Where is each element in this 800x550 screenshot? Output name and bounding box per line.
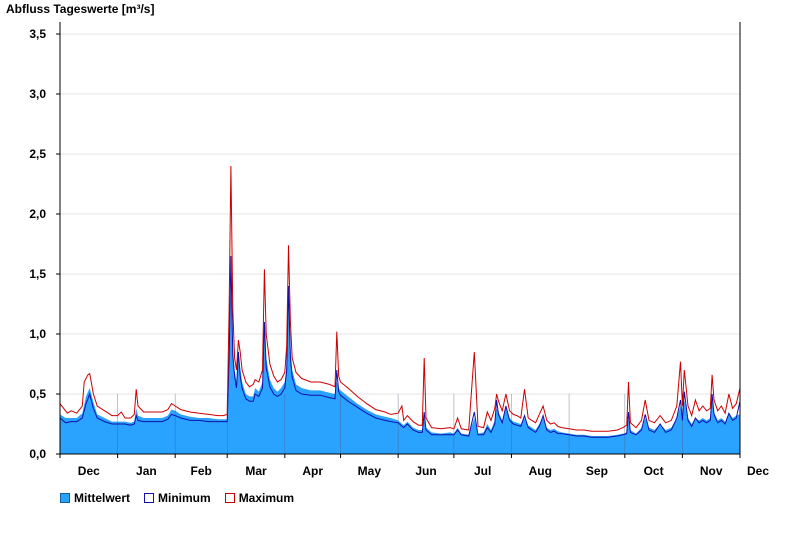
y-tick-labels: 0,0 0,5 1,0 1,5 2,0 2,5 3,0 3,5 [29, 27, 46, 461]
x-tick-label: May [358, 464, 382, 478]
legend-item-minimum: Minimum [144, 491, 211, 505]
y-tick-label: 3,0 [29, 87, 46, 101]
y-tick-label: 0,5 [29, 387, 46, 401]
legend-item-mittelwert: Mittelwert [60, 491, 130, 505]
legend-swatch [224, 493, 235, 503]
x-tick-label: Jan [136, 464, 157, 478]
x-tick-label: Dec [747, 464, 769, 478]
x-tick-label: Oct [644, 464, 664, 478]
y-tick-label: 2,5 [29, 147, 46, 161]
legend-label: Minimum [158, 491, 211, 505]
x-tick-label: Mar [245, 464, 267, 478]
x-tick-label: Feb [191, 464, 212, 478]
legend-swatch [144, 493, 155, 503]
legend-label: Mittelwert [74, 491, 131, 505]
gridlines [60, 33, 740, 395]
legend: Mittelwert Minimum Maximum [60, 491, 294, 505]
y-tick-label: 3,5 [29, 27, 46, 41]
x-tick-label: Sep [586, 464, 608, 478]
legend-label: Maximum [238, 491, 295, 505]
series-minimum-line [59, 255, 741, 438]
legend-swatch [60, 493, 70, 503]
y-tick-label: 1,0 [29, 327, 46, 341]
x-tick-label: Dec [78, 464, 100, 478]
chart-title: Abfluss Tageswerte [m³/s] [6, 2, 155, 16]
x-tick-label: Apr [302, 464, 323, 478]
x-tick-label: Nov [700, 464, 723, 478]
y-tick-label: 1,5 [29, 267, 46, 281]
x-tick-label: Jun [415, 464, 436, 478]
x-tick-labels: Dec Jan Feb Mar Apr May Jun Jul Aug Sep Oct Nov Dec [78, 464, 770, 478]
series-maximum-line [59, 165, 741, 432]
series-mittelwert-area [60, 286, 740, 454]
legend-item-maximum: Maximum [224, 491, 295, 505]
y-tick-label: 2,0 [29, 207, 46, 221]
axes [56, 22, 741, 458]
x-tick-label: Jul [474, 464, 491, 478]
series-layer [59, 165, 741, 454]
y-tick-label: 0,0 [29, 447, 46, 461]
x-tick-label: Aug [529, 464, 552, 478]
